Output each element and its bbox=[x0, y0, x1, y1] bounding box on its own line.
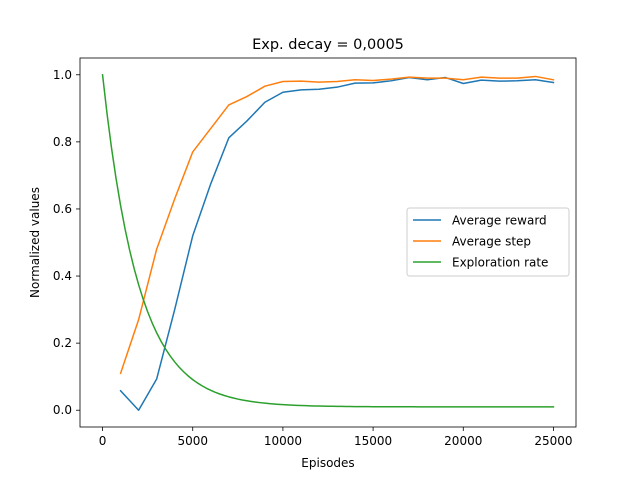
y-tick-label: 0.2 bbox=[53, 336, 72, 350]
x-tick-label: 10000 bbox=[264, 434, 302, 448]
x-tick-label: 25000 bbox=[534, 434, 572, 448]
y-tick-label: 0.8 bbox=[53, 135, 72, 149]
series-line-exploration-rate bbox=[101, 73, 555, 408]
legend-box bbox=[406, 207, 570, 277]
legend: Average reward Average step Exploration ra… bbox=[406, 207, 570, 277]
legend-label: Average step bbox=[452, 235, 531, 249]
chart-title: Exp. decay = 0,0005 bbox=[252, 37, 404, 53]
plot-frame bbox=[79, 57, 577, 428]
axes-layer: 0 5000 10000 15000 20000 25000 0.0 0.2 0.4 0.6 0.8… bbox=[53, 57, 577, 448]
x-tick-label: 15000 bbox=[354, 434, 392, 448]
legend-label: Exploration rate bbox=[452, 256, 548, 270]
x-tick-label: 0 bbox=[99, 434, 107, 448]
x-tick-label: 5000 bbox=[177, 434, 208, 448]
y-tick-label: 0.4 bbox=[53, 269, 72, 283]
series-line-average-step bbox=[119, 75, 555, 375]
x-axis-title: Episodes bbox=[301, 456, 354, 470]
series-line-average-reward bbox=[119, 76, 555, 411]
legend-label: Average reward bbox=[452, 214, 547, 228]
y-tick-label: 1.0 bbox=[53, 68, 72, 82]
x-tick-label: 20000 bbox=[444, 434, 482, 448]
series-layer bbox=[101, 73, 555, 411]
y-tick-label: 0.6 bbox=[53, 202, 72, 216]
y-axis-title: Normalized values bbox=[28, 187, 42, 298]
y-tick-label: 0.0 bbox=[53, 403, 72, 417]
